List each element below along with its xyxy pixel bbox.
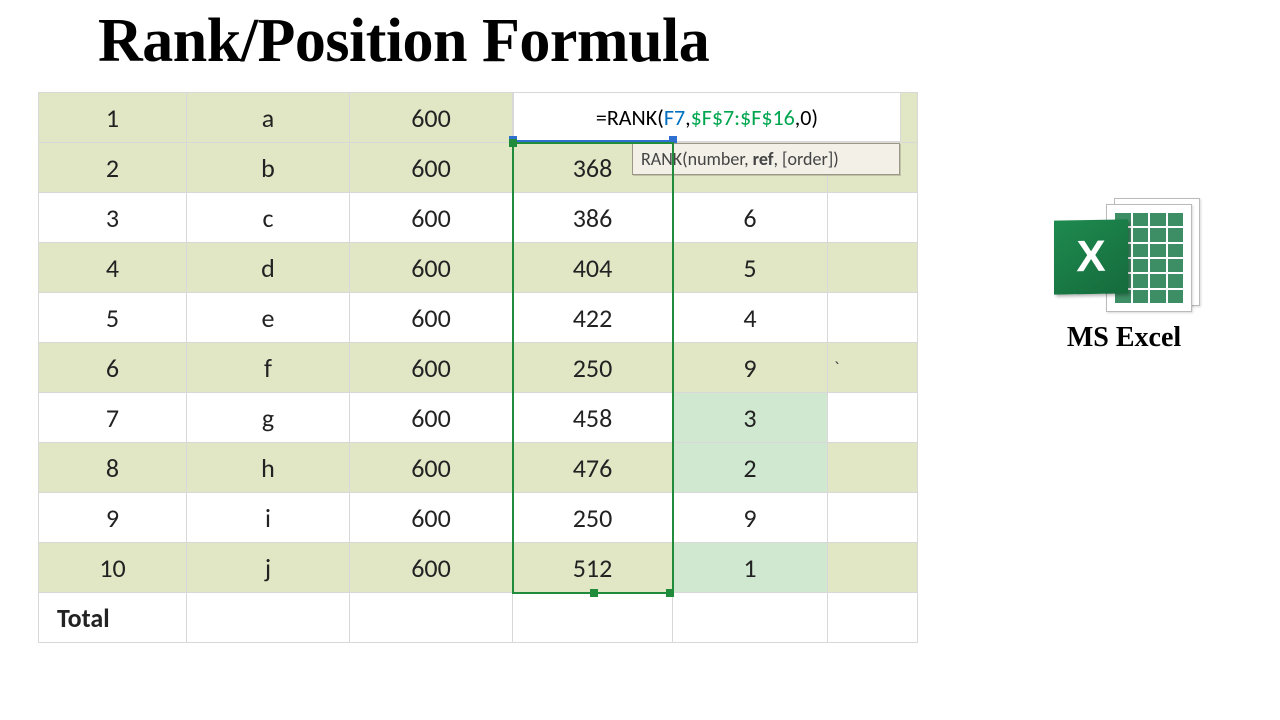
row-rank[interactable]: 2	[673, 443, 828, 493]
row-score[interactable]: 476	[513, 443, 673, 493]
row-name[interactable]: h	[187, 443, 350, 493]
table-row[interactable]: 9i6002509	[39, 493, 918, 543]
row-max[interactable]: 600	[350, 143, 513, 193]
row-max[interactable]: 600	[350, 243, 513, 293]
table-row[interactable]: 4d6004045	[39, 243, 918, 293]
table-row[interactable]: 6f6002509`	[39, 343, 918, 393]
page-title: Rank/Position Formula	[98, 6, 709, 77]
row-blank[interactable]	[828, 193, 918, 243]
row-max[interactable]: 600	[350, 93, 513, 143]
row-max[interactable]: 600	[350, 493, 513, 543]
row-name[interactable]: d	[187, 243, 350, 293]
row-score[interactable]: 250	[513, 493, 673, 543]
row-name[interactable]: i	[187, 493, 350, 543]
row-score[interactable]: 512	[513, 543, 673, 593]
total-blank[interactable]	[513, 593, 673, 643]
row-blank[interactable]	[828, 443, 918, 493]
row-blank[interactable]	[828, 493, 918, 543]
row-name[interactable]: c	[187, 193, 350, 243]
row-name[interactable]: j	[187, 543, 350, 593]
row-max[interactable]: 600	[350, 443, 513, 493]
table-row[interactable]: 5e6004224	[39, 293, 918, 343]
table-row[interactable]: 10j6005121	[39, 543, 918, 593]
row-max[interactable]: 600	[350, 193, 513, 243]
total-row[interactable]: Total	[39, 593, 918, 643]
formula-cell[interactable]: =RANK(F7,$F$7:$F$16,0)	[513, 92, 901, 142]
row-name[interactable]: f	[187, 343, 350, 393]
row-number[interactable]: 3	[39, 193, 187, 243]
row-score[interactable]: 250	[513, 343, 673, 393]
total-blank[interactable]	[828, 593, 918, 643]
formula-tooltip: RANK(number, ref, [order])	[632, 143, 900, 175]
row-max[interactable]: 600	[350, 343, 513, 393]
row-name[interactable]: g	[187, 393, 350, 443]
row-name[interactable]: a	[187, 93, 350, 143]
row-number[interactable]: 7	[39, 393, 187, 443]
row-score[interactable]: 404	[513, 243, 673, 293]
row-blank[interactable]	[828, 543, 918, 593]
excel-logo-icon: X	[1054, 194, 1194, 314]
row-blank[interactable]: `	[828, 343, 918, 393]
total-blank[interactable]	[187, 593, 350, 643]
row-number[interactable]: 8	[39, 443, 187, 493]
row-name[interactable]: b	[187, 143, 350, 193]
row-rank[interactable]: 1	[673, 543, 828, 593]
row-rank[interactable]: 9	[673, 493, 828, 543]
row-score[interactable]: 386	[513, 193, 673, 243]
total-label[interactable]: Total	[39, 593, 187, 643]
excel-label: MS Excel	[1024, 322, 1224, 354]
row-number[interactable]: 5	[39, 293, 187, 343]
total-blank[interactable]	[673, 593, 828, 643]
table-row[interactable]: 3c6003866	[39, 193, 918, 243]
row-blank[interactable]	[828, 243, 918, 293]
row-name[interactable]: e	[187, 293, 350, 343]
row-blank[interactable]	[828, 293, 918, 343]
row-score[interactable]: 422	[513, 293, 673, 343]
row-rank[interactable]: 9	[673, 343, 828, 393]
row-rank[interactable]: 5	[673, 243, 828, 293]
row-rank[interactable]: 3	[673, 393, 828, 443]
row-blank[interactable]	[828, 393, 918, 443]
row-max[interactable]: 600	[350, 293, 513, 343]
total-blank[interactable]	[350, 593, 513, 643]
table-row[interactable]: 8h6004762	[39, 443, 918, 493]
row-score[interactable]: 458	[513, 393, 673, 443]
table-row[interactable]: 7g6004583	[39, 393, 918, 443]
row-number[interactable]: 6	[39, 343, 187, 393]
row-max[interactable]: 600	[350, 393, 513, 443]
row-number[interactable]: 10	[39, 543, 187, 593]
row-number[interactable]: 2	[39, 143, 187, 193]
row-number[interactable]: 9	[39, 493, 187, 543]
row-number[interactable]: 4	[39, 243, 187, 293]
row-max[interactable]: 600	[350, 543, 513, 593]
row-number[interactable]: 1	[39, 93, 187, 143]
row-rank[interactable]: 6	[673, 193, 828, 243]
row-rank[interactable]: 4	[673, 293, 828, 343]
